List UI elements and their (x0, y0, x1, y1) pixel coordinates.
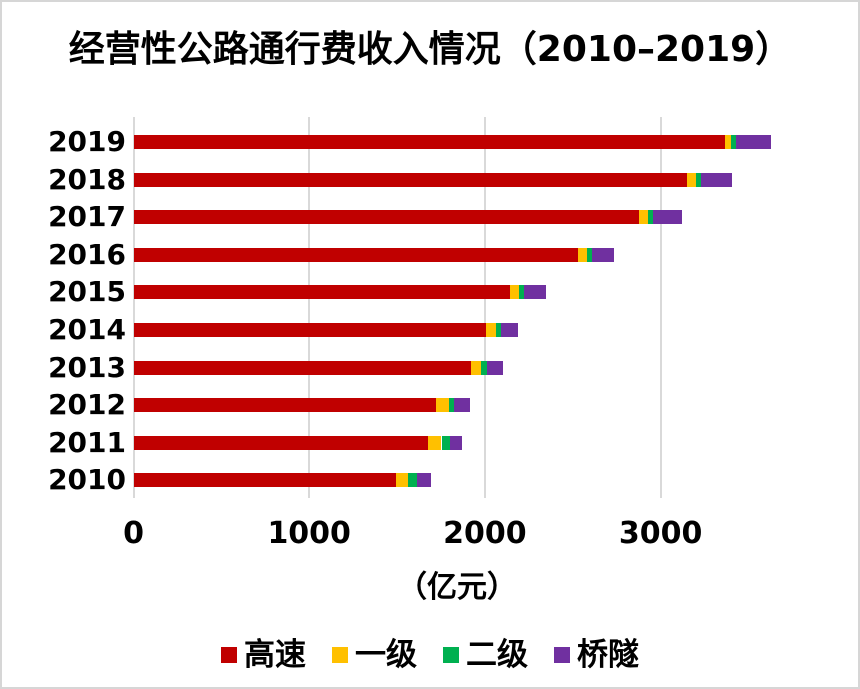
bar-segment (133, 135, 726, 149)
bar-segment (133, 473, 397, 488)
bar-segment (133, 323, 487, 337)
bar-segment (518, 285, 524, 300)
bar-segment (653, 210, 683, 225)
bar-segment (735, 135, 771, 149)
y-tick-label: 2019 (48, 125, 126, 158)
bar-row-2014 (133, 323, 518, 337)
bar-segment (687, 172, 696, 187)
bar-segment (731, 135, 736, 149)
bar-segment (133, 360, 472, 375)
bar-segment (133, 210, 639, 225)
bar-segment (495, 323, 501, 337)
bar-segment (436, 398, 449, 413)
bar-segment (487, 360, 503, 375)
bar-segment (133, 247, 579, 262)
bar-segment (701, 172, 732, 187)
bar-segment (133, 285, 511, 300)
legend-label: 二级 (466, 637, 528, 673)
bar-segment (471, 360, 482, 375)
bar-row-2016 (133, 247, 615, 262)
y-tick-label: 2016 (48, 237, 126, 271)
bar-segment (510, 285, 519, 300)
bar-row-2017 (133, 210, 683, 225)
bar-segment (486, 323, 496, 337)
gridline (132, 117, 135, 498)
bar-row-2015 (133, 285, 546, 300)
legend-label: 一级 (355, 637, 417, 673)
bar-segment (695, 172, 701, 187)
gridline (659, 117, 662, 498)
y-tick-label: 2012 (48, 388, 126, 422)
legend-swatch-icon (554, 647, 570, 663)
bar-row-2011 (133, 435, 462, 450)
y-tick-label: 2013 (48, 350, 126, 384)
bar-segment (578, 247, 587, 262)
x-tick-label: 2000 (443, 516, 527, 551)
bar-segment (448, 398, 455, 413)
legend-label: 桥隧 (577, 637, 639, 673)
y-tick-label: 2018 (48, 162, 126, 196)
x-tick-label: 1000 (267, 516, 351, 551)
bar-segment (591, 247, 615, 262)
bar-segment (481, 360, 487, 375)
bar-row-2012 (133, 398, 470, 413)
x-tick-label: 3000 (618, 516, 703, 551)
bar-segment (428, 435, 442, 450)
y-tick-label: 2011 (48, 425, 126, 459)
bar-segment (133, 435, 429, 450)
y-tick-label: 2017 (48, 200, 126, 234)
bar-segment (638, 210, 648, 225)
y-tick-label: 2015 (48, 275, 126, 309)
bar-row-2010 (133, 473, 431, 488)
legend-item: 高速 (221, 638, 306, 672)
bar-row-2018 (133, 172, 732, 187)
legend-swatch-icon (332, 647, 348, 663)
gridline (308, 117, 311, 498)
bar-segment (416, 473, 431, 488)
legend-item: 二级 (443, 638, 528, 672)
bar-row-2019 (133, 135, 771, 149)
bar-segment (523, 285, 546, 300)
bar-segment (396, 473, 408, 488)
legend-item: 一级 (332, 638, 417, 672)
legend-item: 桥隧 (554, 638, 639, 672)
bar-segment (586, 247, 592, 262)
bar-segment (454, 398, 470, 413)
bar-segment (500, 323, 518, 337)
bar-segment (725, 135, 732, 149)
legend: 高速 一级 二级 桥隧 (2, 638, 858, 672)
bar-segment (449, 435, 462, 450)
bar-segment (133, 398, 437, 413)
y-tick-label: 2010 (48, 463, 126, 497)
legend-swatch-icon (443, 647, 459, 663)
legend-swatch-icon (221, 647, 237, 663)
y-tick-label: 2014 (48, 313, 126, 346)
chart-title: 经营性公路通行费收入情况（2010–2019） (68, 29, 792, 70)
x-axis-label: （亿元） (397, 570, 517, 605)
bar-row-2013 (133, 360, 503, 375)
bar-segment (133, 172, 688, 187)
gridline (483, 117, 486, 498)
x-tick-label: 0 (123, 516, 144, 551)
bar-segment (407, 473, 417, 488)
bar-segment (647, 210, 654, 225)
legend-label: 高速 (244, 637, 306, 673)
bar-segment (441, 435, 450, 450)
